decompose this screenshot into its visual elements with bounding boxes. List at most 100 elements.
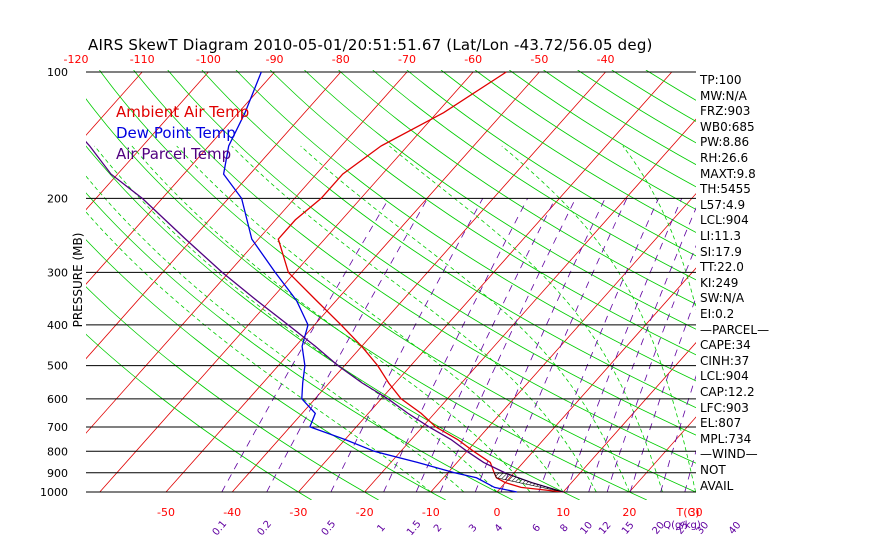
mixing-ratio-line bbox=[415, 198, 556, 493]
mixing-ratio-tick-label: 6 bbox=[531, 522, 544, 534]
isotherm-line bbox=[562, 342, 696, 493]
dry-adiabat-line bbox=[201, 70, 696, 409]
moist-adiabat-line bbox=[131, 145, 531, 493]
dry-adiabat-line bbox=[86, 333, 312, 500]
index-item: L57:4.9 bbox=[700, 197, 746, 212]
index-item: —PARCEL— bbox=[700, 322, 770, 337]
index-item: MW:N/A bbox=[700, 88, 747, 103]
isotherm-line bbox=[86, 71, 275, 285]
dry-adiabat-line bbox=[86, 286, 379, 500]
bottom-temp-tick-label: 20 bbox=[622, 506, 636, 519]
bottom-temp-tick-label: -30 bbox=[289, 506, 307, 519]
isotherm-line bbox=[298, 71, 673, 493]
isotherm-line bbox=[430, 193, 696, 493]
index-item: RH:26.6 bbox=[700, 151, 749, 165]
isotherm-line bbox=[629, 416, 696, 493]
index-item: AVAIL bbox=[700, 478, 734, 493]
mixing-ratio-line bbox=[439, 198, 576, 493]
mixing-ratio-tick-label: 3 bbox=[467, 522, 480, 534]
pressure-tick-label: 200 bbox=[47, 192, 68, 205]
mixing-ratio-line bbox=[383, 198, 528, 493]
index-item: EL:807 bbox=[700, 416, 742, 431]
isotherm-line bbox=[0, 72, 10, 492]
bottom-temp-unit: T(C) bbox=[676, 506, 700, 519]
index-item: —WIND— bbox=[700, 447, 758, 462]
mixing-ratio-unit: Q(g/kg) bbox=[663, 520, 701, 531]
isotherm-line bbox=[86, 71, 408, 434]
mixing-ratio-tick-label: 0.2 bbox=[255, 519, 274, 538]
pressure-tick-label: 500 bbox=[47, 360, 68, 373]
legend-entry: Dew Point Temp bbox=[116, 124, 236, 142]
dry-adiabat-line bbox=[509, 70, 696, 188]
moist-adiabat-line bbox=[389, 145, 663, 493]
isotherm-line bbox=[86, 71, 342, 360]
top-temp-tick-label: -70 bbox=[398, 53, 416, 66]
pressure-tick-label: 900 bbox=[47, 467, 68, 480]
mixing-ratio-tick-label: 12 bbox=[597, 520, 614, 537]
isotherm-line bbox=[165, 71, 540, 493]
bottom-temp-tick-label: -50 bbox=[157, 506, 175, 519]
legend-entry: Air Parcel Temp bbox=[116, 145, 231, 163]
top-temp-tick-label: -50 bbox=[530, 53, 548, 66]
series-layer bbox=[86, 71, 564, 493]
bottom-temp-tick-label: 30 bbox=[689, 506, 703, 519]
moist-adiabat-line bbox=[86, 175, 465, 493]
index-item: TT:22.0 bbox=[700, 260, 744, 275]
top-temp-tick-label: -120 bbox=[63, 53, 88, 66]
pressure-tick-label: 400 bbox=[47, 319, 68, 332]
top-temp-tick-label: -110 bbox=[130, 53, 155, 66]
cin-hatch-area bbox=[493, 472, 564, 493]
index-item: EI:0.2 bbox=[700, 307, 735, 321]
dry-adiabat-line bbox=[577, 70, 696, 144]
moist-adiabat-line bbox=[501, 145, 696, 493]
pressure-tick-label: 300 bbox=[47, 266, 68, 279]
isotherm-line bbox=[496, 267, 696, 493]
dry-adiabat-line bbox=[440, 70, 696, 233]
mixing-ratio-line bbox=[684, 449, 696, 493]
mixing-ratio-tick-label: 2 bbox=[432, 522, 445, 534]
dewpoint-line bbox=[222, 71, 518, 493]
legend: Ambient Air Temp Dew Point Temp Air Parcel… bbox=[116, 103, 249, 163]
mixing-ratio-line bbox=[538, 198, 659, 493]
dry-adiabat-line bbox=[133, 70, 696, 464]
index-item: CAPE:34 bbox=[700, 338, 751, 353]
index-item: WB0:685 bbox=[700, 119, 755, 134]
mixing-ratio-tick-label: 8 bbox=[558, 522, 571, 534]
dry-adiabat-line bbox=[406, 70, 696, 257]
bottom-temp-tick-label: -20 bbox=[356, 506, 374, 519]
index-item: SW:N/A bbox=[700, 291, 745, 306]
pressure-tick-label: 100 bbox=[47, 66, 68, 79]
mixing-ratio-tick-label: 4 bbox=[493, 522, 506, 534]
index-item: SI:17.9 bbox=[700, 244, 742, 259]
dry-adiabat-line bbox=[99, 70, 696, 493]
dry-adiabat-line bbox=[86, 239, 446, 500]
moist-adiabat-line bbox=[231, 145, 597, 493]
bottom-temp-tick-label: 0 bbox=[494, 506, 501, 519]
index-item: CINH:37 bbox=[700, 353, 750, 368]
top-temp-tick-label: -80 bbox=[332, 53, 350, 66]
mixing-ratio-line bbox=[221, 198, 390, 493]
index-item: LCL:904 bbox=[700, 213, 749, 228]
mixing-ratio-line bbox=[474, 198, 606, 493]
dry-adiabat-line bbox=[338, 70, 696, 305]
mixing-ratio-tick-label: 0.1 bbox=[211, 519, 230, 538]
index-item: LI:11.3 bbox=[700, 229, 741, 243]
chart-title: AIRS SkewT Diagram 2010-05-01/20:51:51.6… bbox=[88, 36, 653, 54]
mixing-ratio-tick-label: 1 bbox=[375, 522, 388, 534]
moist-adiabat-line bbox=[176, 145, 564, 493]
dry-adiabat-line bbox=[235, 70, 696, 382]
top-temp-tick-label: -90 bbox=[266, 53, 284, 66]
legend-entry: Ambient Air Temp bbox=[116, 103, 249, 121]
mixing-ratio-line bbox=[500, 198, 628, 493]
moist-adiabat-line bbox=[86, 211, 432, 493]
mixing-ratio-tick-label: 10 bbox=[578, 520, 595, 537]
dry-adiabat-line bbox=[474, 70, 696, 210]
dry-adiabat-line bbox=[372, 70, 696, 281]
top-temp-tick-label: -60 bbox=[464, 53, 482, 66]
isotherm-line bbox=[364, 118, 696, 493]
dry-adiabat-line bbox=[167, 70, 696, 436]
mixing-ratio-line bbox=[606, 244, 696, 493]
mixing-ratio-line bbox=[566, 198, 683, 493]
mixing-ratio-line bbox=[588, 207, 696, 493]
dry-adiabat-line bbox=[86, 145, 580, 500]
